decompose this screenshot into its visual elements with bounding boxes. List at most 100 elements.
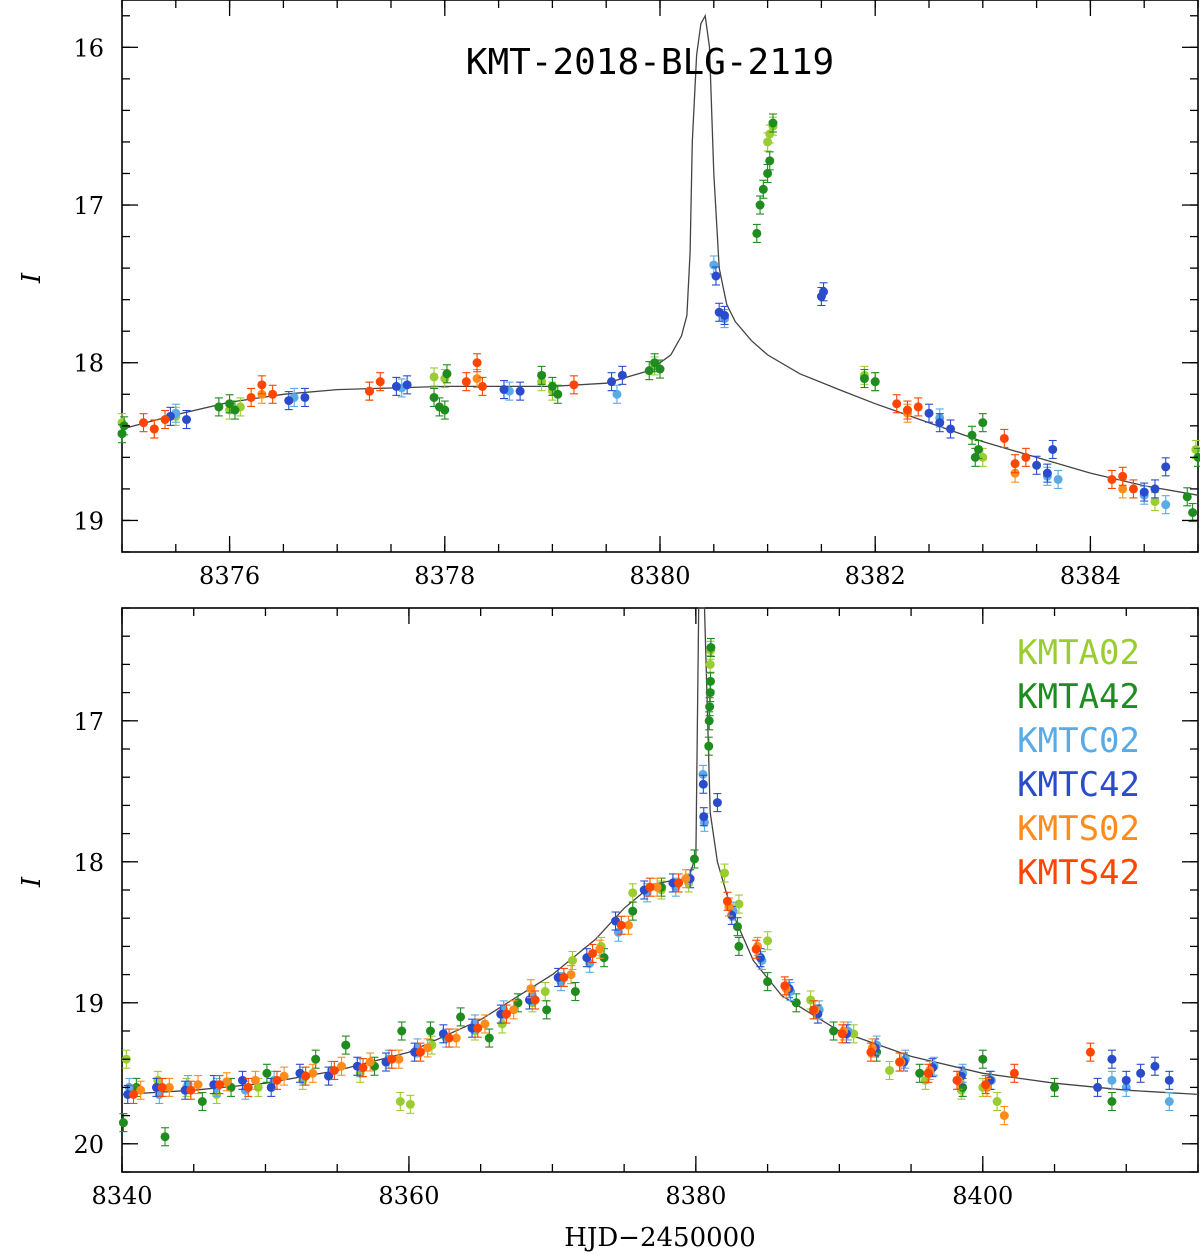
data-point [1093,1082,1103,1092]
data-point [1118,484,1128,494]
data-point [497,1019,507,1029]
data-point [706,676,716,686]
data-point [358,1063,368,1073]
data-point [607,377,617,387]
data-point [300,392,310,402]
data-point [973,444,983,454]
data-point [763,168,773,178]
data-point [429,372,439,382]
data-point [547,381,557,391]
bottom-axis-ticks: 8340 8360 8380 8400 17 18 19 20 [73,607,1199,1210]
data-point [1107,1075,1117,1085]
data-point [250,1075,260,1085]
data-point [709,260,719,270]
series-kmtc02 [171,255,1171,515]
data-point [402,380,412,390]
data-point [588,948,598,958]
data-point [308,1068,318,1078]
data-point [859,374,869,384]
data-point [118,1118,128,1128]
data-point [569,380,579,390]
data-point [1191,444,1200,454]
data-point [272,1075,282,1085]
data-point [1107,1097,1117,1106]
y-tick-label: 18 [73,849,104,877]
data-point [341,1040,351,1050]
top-y-axis-label: I [17,272,47,284]
data-point [456,1012,466,1022]
bottom-panel-full: 8340 8360 8380 8400 17 18 19 20 I HJD−2450000 K… [17,607,1199,1253]
data-point [480,1019,490,1029]
data-point [617,370,627,380]
data-point [405,1099,415,1109]
data-point [164,1082,174,1092]
data-point [311,1054,321,1064]
data-point [970,452,980,462]
data-point [895,1057,905,1067]
data-point [978,418,988,428]
data-point [866,1047,876,1057]
data-point [978,452,988,462]
data-point [720,310,730,320]
data-point [473,1023,483,1033]
data-point [612,389,622,399]
data-point [758,184,768,194]
data-point [732,922,742,932]
data-point [763,977,773,987]
x-tick-label: 8380 [665,1182,726,1210]
data-point [215,1080,225,1090]
data-point [222,1077,232,1087]
data-point [149,424,159,434]
data-point [704,716,714,726]
data-point [1053,474,1063,484]
data-point [1107,1054,1117,1064]
data-point [885,1065,895,1075]
data-point [699,812,709,822]
x-tick-label: 8384 [1060,562,1121,590]
data-point [570,987,580,997]
data-point [1164,1075,1174,1085]
data-point [397,1026,407,1036]
data-point [819,287,829,297]
data-point [1010,459,1020,469]
data-point [935,418,945,428]
data-point [791,998,801,1008]
data-point [999,1111,1009,1121]
top-panel-zoom: 8376 8378 8380 8382 8384 16 17 18 19 KMT-2018-BL… [17,0,1200,590]
data-point [526,984,536,994]
data-point [375,377,385,387]
data-point [763,936,773,946]
data-point [946,424,956,434]
data-point [978,1054,988,1064]
bottom-data-points [118,637,1174,1147]
data-point [902,405,912,415]
x-tick-label: 8382 [845,562,906,590]
legend-entry-kmta42: KMTA42 [1017,677,1140,717]
series-kmta42 [117,113,1200,523]
model-curve [121,13,1199,496]
data-point [1048,444,1058,454]
data-point [542,1005,552,1015]
data-point [644,366,654,376]
data-point [484,1033,494,1043]
data-point [752,228,762,238]
data-point [915,1068,925,1078]
bottom-y-axis-label: I [17,876,47,888]
data-point [981,1080,991,1090]
data-point [829,1026,839,1036]
data-point [442,369,452,379]
x-tick-label: 8360 [378,1182,439,1210]
data-point [1188,508,1198,518]
data-point [423,1043,433,1053]
data-point [763,137,773,147]
chart-title: KMT-2018-BLG-2119 [466,42,834,83]
data-point [160,415,170,425]
data-point [139,418,149,428]
data-point [477,381,487,391]
data-point [301,1071,311,1081]
data-point [768,118,778,128]
data-point [262,1068,272,1078]
data-point [238,1075,248,1085]
